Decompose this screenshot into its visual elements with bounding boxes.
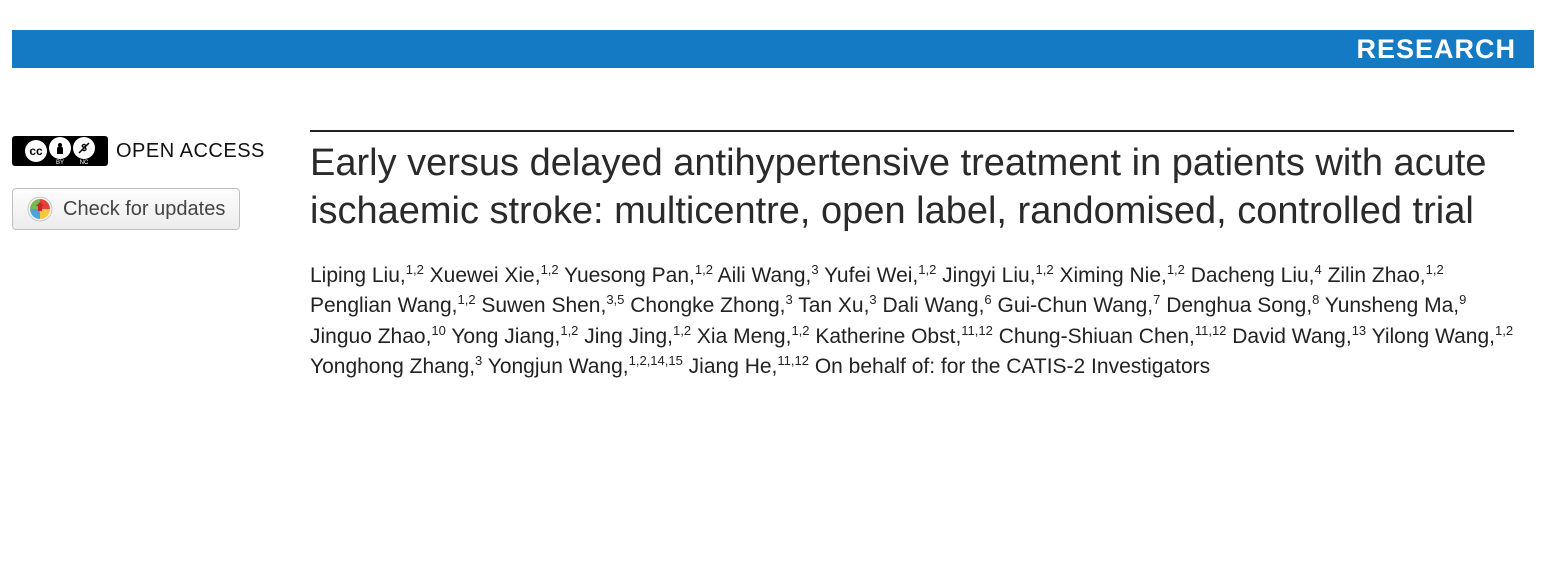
open-access-label: OPEN ACCESS [116, 140, 265, 163]
author-list: Liping Liu,1,2 Xuewei Xie,1,2 Yuesong Pa… [310, 261, 1514, 383]
by-label: BY [49, 160, 71, 166]
sidebar: cc BY $ NC OPEN ACCESS [12, 130, 300, 383]
banner-label: RESEARCH [1356, 34, 1516, 65]
crossmark-icon [27, 196, 53, 222]
check-updates-button[interactable]: Check for updates [12, 188, 240, 230]
title-rule [310, 130, 1514, 132]
nc-label: NC [73, 160, 95, 166]
section-banner: RESEARCH [12, 30, 1534, 68]
nc-icon: $ [73, 137, 95, 159]
cc-icon: cc [25, 140, 47, 162]
article-header: Early versus delayed antihypertensive tr… [300, 130, 1534, 383]
by-icon [49, 137, 71, 159]
content-row: cc BY $ NC OPEN ACCESS [0, 130, 1546, 383]
article-title: Early versus delayed antihypertensive tr… [310, 140, 1514, 235]
cc-license-badge: cc BY $ NC [12, 136, 108, 166]
open-access-row: cc BY $ NC OPEN ACCESS [12, 136, 300, 166]
check-updates-label: Check for updates [63, 198, 225, 221]
